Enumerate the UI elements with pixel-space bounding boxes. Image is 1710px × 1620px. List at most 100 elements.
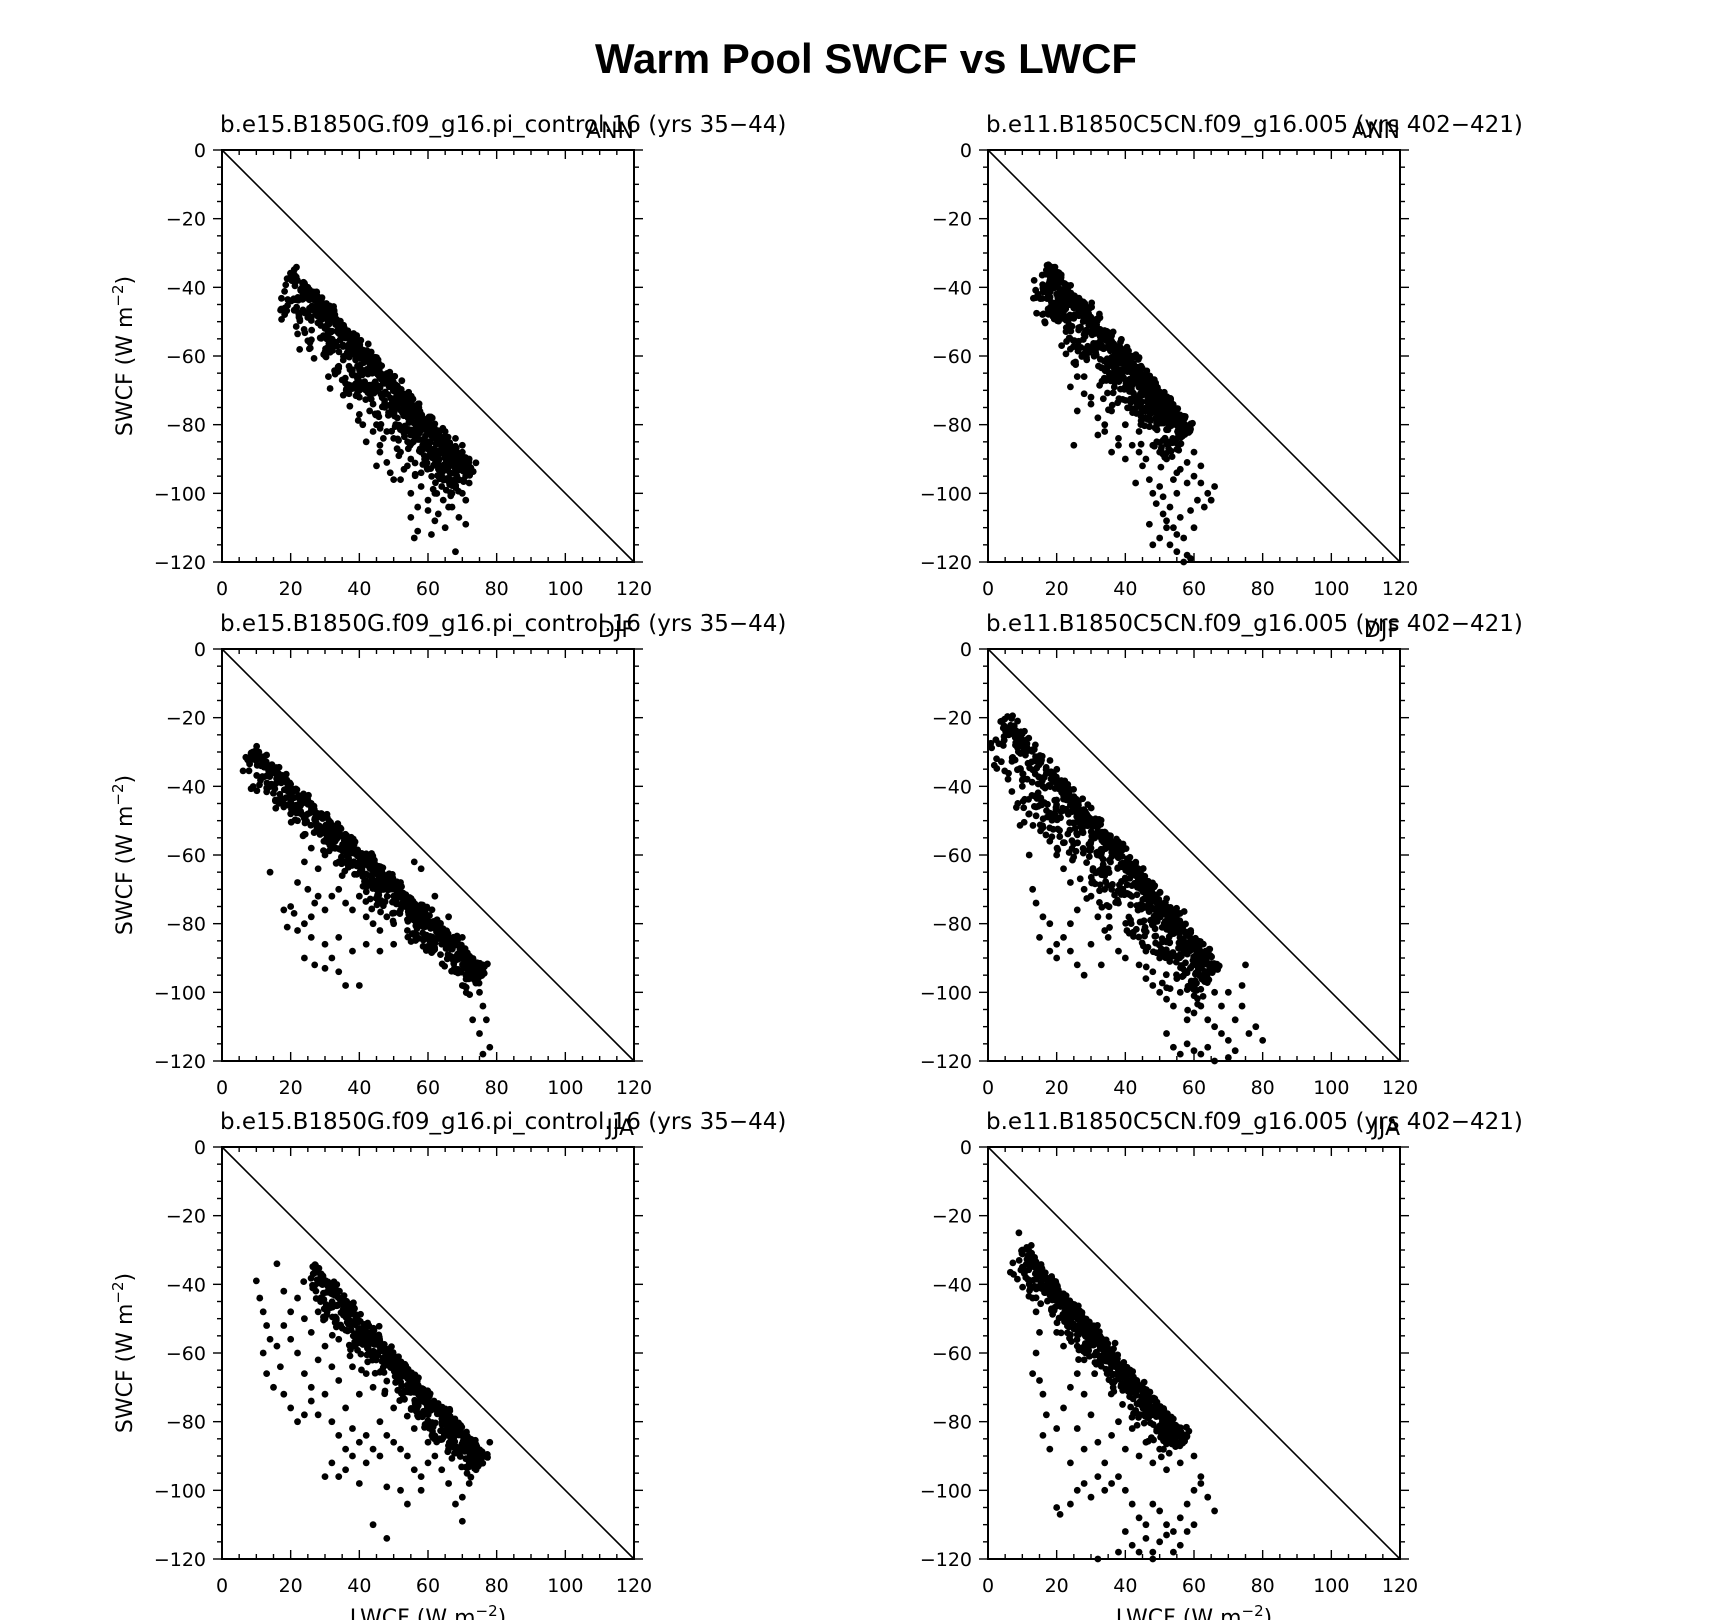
data-point (293, 303, 301, 311)
data-point (1166, 541, 1174, 549)
data-point (1046, 947, 1054, 955)
data-point (486, 1043, 494, 1051)
data-point (1056, 833, 1064, 840)
data-point (1133, 902, 1141, 909)
data-point (309, 1281, 316, 1289)
data-point (1184, 982, 1192, 990)
data-point (404, 462, 411, 470)
data-point (1101, 428, 1109, 435)
data-point (1118, 356, 1126, 364)
data-point (342, 982, 349, 989)
data-point (373, 384, 381, 392)
data-point (466, 991, 474, 999)
x-tick-label: 120 (1382, 1077, 1418, 1099)
data-point (1163, 402, 1171, 410)
data-point (1087, 892, 1095, 900)
data-point (345, 1341, 353, 1349)
data-point (330, 837, 338, 845)
data-point (411, 929, 419, 937)
data-point (1163, 995, 1170, 1003)
data-point (1008, 788, 1016, 795)
data-point (1057, 814, 1064, 822)
data-point (1166, 985, 1174, 993)
data-point (332, 1323, 340, 1331)
data-point (342, 331, 350, 339)
x-tick-label: 100 (1313, 1077, 1349, 1099)
data-point (995, 740, 1003, 748)
data-point (307, 807, 315, 815)
data-point (321, 906, 329, 914)
data-point (1190, 1009, 1198, 1017)
data-point (424, 421, 432, 429)
data-point (279, 772, 286, 779)
data-point (297, 285, 305, 293)
y-axis-label-text: SWCF (W m (113, 307, 138, 437)
data-point (1137, 421, 1145, 429)
data-point (1187, 420, 1195, 428)
data-point (390, 909, 398, 917)
data-point (317, 334, 325, 342)
data-point (1020, 804, 1028, 812)
x-tick-label: 120 (616, 1575, 652, 1597)
data-point (1087, 873, 1095, 881)
data-point (354, 417, 362, 424)
data-point (1176, 513, 1184, 521)
data-point (328, 954, 336, 962)
data-point (1080, 390, 1088, 398)
data-point (1085, 853, 1093, 861)
data-point (464, 1440, 471, 1448)
data-point (1146, 881, 1154, 889)
data-point (452, 435, 459, 442)
data-point (259, 1349, 267, 1357)
reference-line (221, 149, 635, 563)
data-point (438, 448, 446, 456)
data-point (1054, 825, 1062, 833)
data-point (321, 940, 329, 948)
data-point (1171, 917, 1179, 925)
data-point (1159, 419, 1167, 427)
data-point (414, 527, 422, 535)
data-point (345, 854, 352, 862)
data-point (377, 375, 385, 383)
data-point (252, 1277, 260, 1285)
data-point (1186, 932, 1193, 940)
data-point (1075, 312, 1083, 320)
data-point (311, 308, 319, 316)
x-tick-label: 60 (1182, 578, 1206, 600)
data-point (356, 867, 364, 875)
data-point (1105, 913, 1113, 920)
data-point (1150, 896, 1158, 904)
data-point (1094, 414, 1102, 422)
data-point (1071, 337, 1078, 345)
data-point (1051, 283, 1059, 291)
data-point (1211, 483, 1218, 490)
x-tick-label: 0 (216, 1575, 228, 1597)
data-point (284, 302, 291, 309)
data-point (424, 438, 432, 446)
data-point (1031, 770, 1039, 778)
data-point (1042, 831, 1050, 839)
data-point (1162, 971, 1170, 979)
data-point (428, 949, 436, 956)
data-point (1165, 444, 1172, 452)
data-point (444, 1431, 452, 1439)
data-point (1113, 848, 1121, 856)
data-point (355, 365, 363, 372)
data-point (1118, 859, 1126, 867)
data-point (459, 961, 466, 969)
data-point (411, 1399, 419, 1406)
data-point (1159, 510, 1167, 518)
data-point (1175, 944, 1182, 952)
data-point (1137, 440, 1145, 448)
data-point (1053, 844, 1061, 852)
data-point (1170, 1043, 1177, 1051)
data-point (357, 1350, 365, 1358)
data-point (1033, 309, 1040, 317)
data-point (351, 331, 359, 339)
data-point (406, 908, 413, 916)
data-point (1167, 395, 1174, 403)
data-point (1046, 293, 1054, 301)
data-point (1149, 968, 1157, 976)
data-point (302, 289, 310, 297)
data-point (362, 396, 370, 404)
